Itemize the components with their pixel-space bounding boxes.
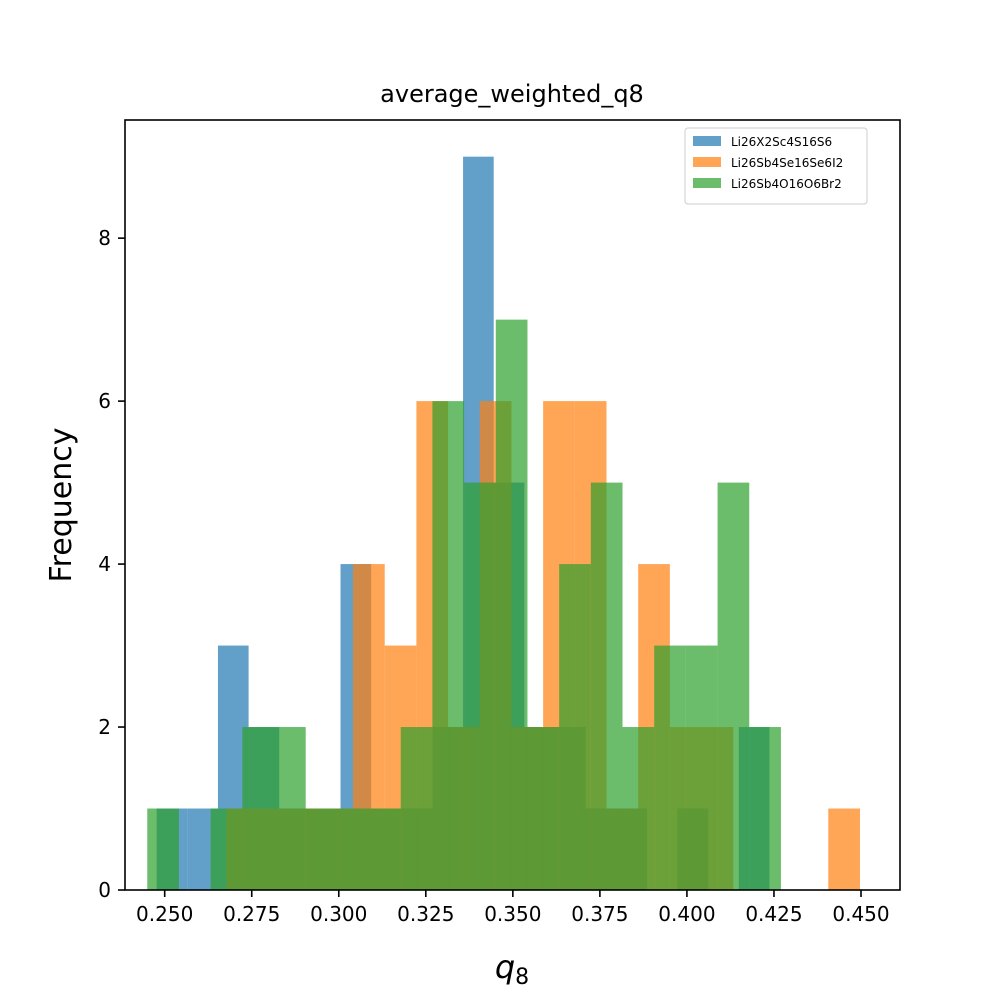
legend-swatch	[693, 178, 721, 188]
y-axis-title: Frequency	[44, 428, 79, 583]
y-tick-label: 0	[98, 878, 111, 902]
histogram-bar	[717, 482, 750, 890]
x-tick-label: 0.425	[745, 902, 802, 926]
x-tick-label: 0.350	[484, 902, 541, 926]
histogram-bar	[559, 564, 591, 890]
histogram-bar	[828, 808, 860, 890]
x-axis-title-subscript: 8	[515, 965, 529, 990]
x-tick-label: 0.250	[136, 902, 193, 926]
series-3-bars	[147, 319, 781, 890]
histogram-bar	[749, 727, 781, 890]
histogram-bar	[400, 727, 433, 890]
histogram-bar	[242, 727, 275, 890]
histogram-bar	[369, 808, 401, 890]
x-tick-label: 0.300	[310, 902, 367, 926]
x-tick-label: 0.450	[832, 902, 889, 926]
x-tick-label: 0.275	[223, 902, 280, 926]
histogram-bar	[685, 645, 718, 890]
histogram-bar	[464, 482, 496, 890]
legend: Li26X2Sc4S16S6 Li26Sb4Se16Se6I2 Li26Sb4O16…	[684, 127, 868, 205]
chart-title: average_weighted_q8	[380, 80, 644, 108]
legend-label: Li26Sb4O16O6Br2	[731, 177, 842, 191]
legend-swatch	[693, 157, 721, 167]
y-tick-label: 6	[98, 389, 111, 413]
histogram-bar	[274, 727, 306, 890]
histogram-bar	[147, 808, 179, 890]
plot-area: 0.250 0.275 0.300 0.325 0.350 0.375 0.400 0.425…	[98, 119, 901, 926]
histogram-bar	[305, 808, 338, 890]
histogram-bar	[654, 645, 686, 890]
x-tick-label: 0.325	[397, 902, 454, 926]
x-axis-title: q8	[495, 948, 529, 990]
y-tick-label: 8	[98, 226, 111, 250]
y-tick-label: 2	[98, 715, 111, 739]
legend-box	[684, 127, 868, 205]
histogram-bar	[210, 808, 243, 890]
histogram-bar	[495, 319, 528, 890]
histogram-bar	[432, 401, 465, 890]
x-axis-title-symbol: q	[495, 948, 515, 986]
histogram-bar	[590, 482, 623, 890]
legend-label: Li26Sb4Se16Se6I2	[731, 156, 843, 170]
x-tick-label: 0.400	[658, 902, 715, 926]
histogram-bar	[527, 727, 560, 890]
histogram-bar	[337, 808, 370, 890]
x-tick-label: 0.375	[571, 902, 628, 926]
legend-label: Li26X2Sc4S16S6	[731, 135, 832, 149]
legend-swatch	[693, 136, 721, 146]
histogram-bar	[622, 727, 655, 890]
y-tick-label: 4	[98, 552, 111, 576]
